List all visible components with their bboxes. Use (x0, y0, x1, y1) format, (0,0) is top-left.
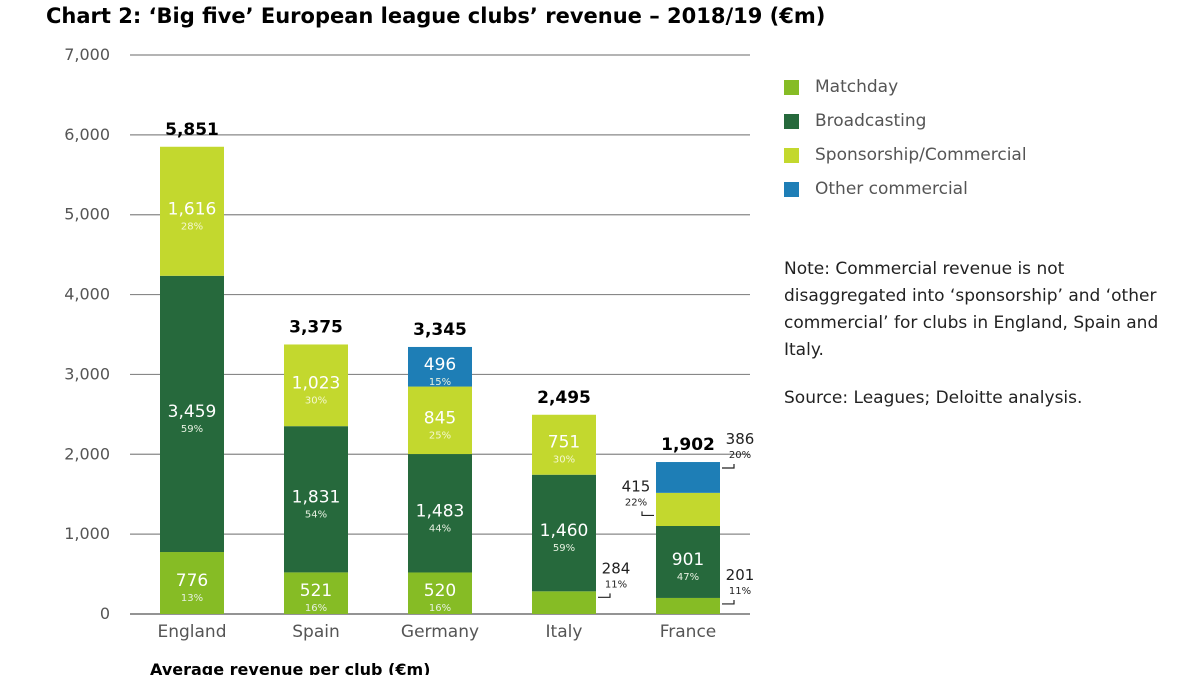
value-label: 496 (424, 355, 456, 375)
chart-source: Source: Leagues; Deloitte analysis. (784, 388, 1083, 408)
bar-segment-broadcasting-germany (408, 454, 472, 573)
legend-label: Other commercial (815, 179, 968, 199)
total-label: 5,851 (165, 120, 219, 140)
revenue-stacked-bar-chart: 0 1,000 2,000 3,000 4,000 5,000 6,000 7,000 776 1… (64, 45, 755, 675)
y-tick-label: 5,000 (64, 205, 110, 224)
x-category-label: Italy (546, 622, 583, 642)
bar-segment-other-commercial-france (656, 462, 720, 493)
legend-swatch-matchday (784, 79, 799, 95)
label-connector (641, 511, 654, 517)
percent-label: 28% (181, 221, 203, 232)
bar-segment-matchday-england (160, 552, 224, 614)
total-label: 2,495 (537, 388, 591, 408)
bar-segment-other-commercial-germany (408, 346, 472, 387)
bar-segment-broadcasting-italy (532, 474, 596, 592)
legend-swatch-sponsorship (784, 147, 799, 163)
bar-segment-sponsorship-commercial-spain (284, 344, 348, 427)
bar-segment-matchday-spain (284, 572, 348, 614)
percent-label: 25% (429, 430, 451, 441)
bar-segment-broadcasting-france (656, 525, 720, 598)
total-label: 3,345 (413, 320, 467, 340)
value-label: 1,831 (292, 487, 341, 507)
value-label: 415 (622, 477, 651, 495)
bar-segment-sponsorship-commercial-england (160, 146, 224, 276)
bar-segment-sponsorship-commercial-france (656, 492, 720, 526)
value-label: 1,616 (168, 199, 217, 219)
value-label: 520 (424, 581, 456, 601)
percent-label: 59% (181, 424, 203, 435)
percent-label: 11% (729, 586, 751, 597)
y-tick-label: 4,000 (64, 285, 110, 304)
percent-label: 13% (181, 593, 203, 604)
chart-note: Note: Commercial revenue is not disaggre… (784, 259, 1159, 360)
value-label: 3,459 (168, 402, 217, 422)
percent-label: 20% (729, 450, 751, 461)
y-tick-label: 1,000 (64, 524, 110, 543)
percent-label: 59% (553, 543, 575, 554)
total-label: 3,375 (289, 317, 343, 337)
y-tick-label: 7,000 (64, 45, 110, 64)
bar-segment-broadcasting-spain (284, 426, 348, 573)
bar-segment-sponsorship-commercial-italy (532, 414, 596, 475)
value-label: 1,023 (292, 373, 341, 393)
label-connector (598, 593, 611, 598)
y-tick-label: 6,000 (64, 125, 110, 144)
percent-label: 15% (429, 377, 451, 388)
percent-label: 30% (553, 455, 575, 466)
value-label: 284 (602, 559, 631, 577)
percent-label: 30% (305, 395, 327, 406)
legend-swatch-broadcasting (784, 113, 799, 129)
legend-label: Broadcasting (815, 111, 927, 131)
value-label: 901 (672, 550, 704, 570)
y-tick-label: 2,000 (64, 444, 110, 463)
label-connector (722, 599, 735, 605)
percent-label: 44% (429, 523, 451, 534)
x-axis-title: Average revenue per club (€m) (150, 660, 430, 675)
value-label: 1,483 (416, 501, 465, 521)
bar-segment-matchday-germany (408, 572, 472, 614)
legend-item-matchday: Matchday (784, 70, 1027, 104)
chart-title: Chart 2: ‘Big five’ European league club… (46, 4, 826, 28)
x-category-label: Spain (292, 622, 340, 642)
x-category-label: Germany (401, 622, 479, 642)
y-tick-label: 3,000 (64, 364, 110, 383)
legend-label: Matchday (815, 77, 899, 97)
legend-label: Sponsorship/Commercial (815, 145, 1027, 165)
x-category-label: France (660, 622, 717, 642)
x-category-label: England (157, 622, 226, 642)
value-label: 1,460 (540, 521, 589, 541)
bar-segment-matchday-france (656, 597, 720, 614)
total-label: 1,902 (661, 435, 715, 455)
legend-item-broadcasting: Broadcasting (784, 104, 1027, 138)
legend-item-other-commercial: Other commercial (784, 172, 1027, 206)
percent-label: 47% (677, 572, 699, 583)
legend-swatch-other-commercial (784, 181, 799, 197)
percent-label: 16% (305, 603, 327, 614)
label-connector (722, 464, 735, 469)
chart-legend: Matchday Broadcasting Sponsorship/Commer… (784, 70, 1027, 206)
bar-segment-sponsorship-commercial-germany (408, 386, 472, 455)
bar-segment-broadcasting-england (160, 275, 224, 553)
value-label: 845 (424, 408, 456, 428)
bar-segment-matchday-italy (532, 591, 596, 614)
y-tick-label: 0 (100, 604, 110, 623)
value-label: 386 (726, 430, 755, 448)
legend-item-sponsorship: Sponsorship/Commercial (784, 138, 1027, 172)
percent-label: 22% (625, 497, 647, 508)
value-label: 201 (726, 566, 755, 584)
value-label: 776 (176, 571, 208, 591)
percent-label: 11% (605, 579, 627, 590)
value-label: 521 (300, 581, 332, 601)
percent-label: 16% (429, 603, 451, 614)
value-label: 751 (548, 433, 580, 453)
percent-label: 54% (305, 509, 327, 520)
